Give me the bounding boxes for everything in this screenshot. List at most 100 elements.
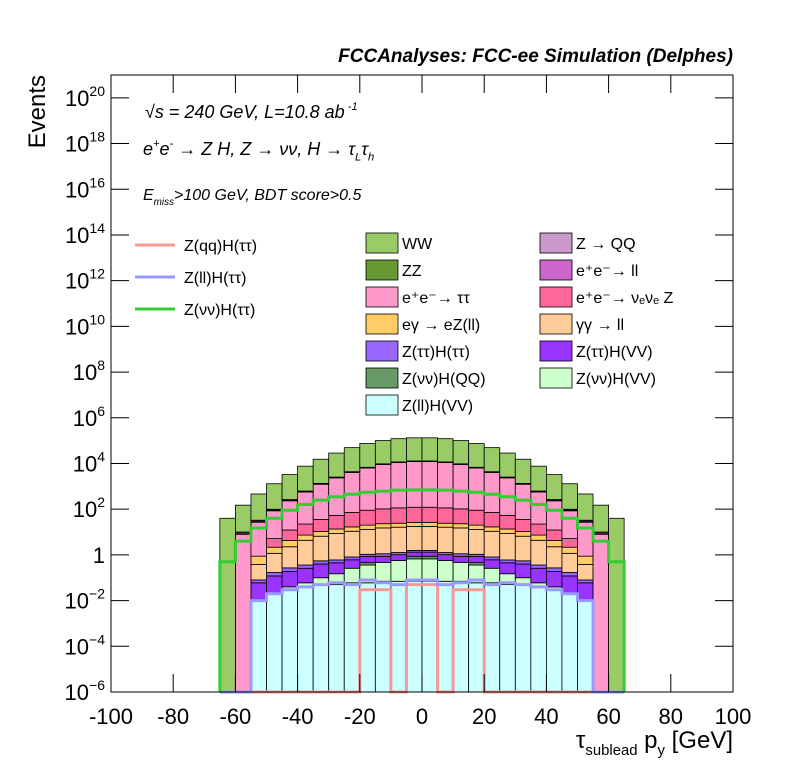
y-tick-label: 10−4 [65, 631, 106, 659]
tick-exponent: 8 [97, 357, 105, 373]
stack-bar [483, 526, 501, 532]
stack-bar [561, 546, 578, 554]
legend-swatch [539, 367, 573, 389]
stack-bar [374, 508, 392, 525]
legend-swatch [539, 313, 573, 335]
stack-bar [359, 528, 376, 555]
legend-label: e⁺e⁻→ νₑνₑ Z [576, 290, 673, 307]
stack-bar [343, 559, 361, 569]
stack-bar [406, 580, 423, 693]
x-tick-label: -60 [220, 704, 252, 729]
stack-bar [266, 510, 283, 539]
stack-bar [374, 580, 392, 693]
text-segment: p [638, 727, 658, 754]
stack-bar [437, 522, 454, 528]
stack-bar [437, 438, 454, 463]
text-segment: → Z H, Z → νν, H → τ [173, 139, 356, 159]
stack-bar [281, 589, 298, 693]
stack-bar [390, 462, 407, 509]
stack-bar [266, 483, 283, 510]
tick-exponent: 18 [89, 129, 105, 145]
stack-bar [390, 526, 407, 553]
stack-bar [499, 514, 516, 530]
annotation: e+e- → Z H, Z → νν, H → τLτh [143, 138, 374, 164]
stack-bar [530, 465, 547, 492]
text-segment: y [658, 743, 666, 759]
stack-bar [390, 438, 407, 463]
y-tick-label: 10−2 [65, 586, 106, 614]
tick-exponent: −6 [89, 677, 105, 693]
stack-bar [499, 528, 516, 534]
legend-swatch [539, 232, 573, 254]
text-segment: τ [361, 139, 369, 159]
legend-label: Z(νν)H(ττ) [184, 302, 255, 319]
stack-bar [421, 437, 438, 462]
legend-label: γγ → ll [576, 317, 624, 334]
text-segment: -1 [345, 101, 358, 113]
stack-bar [514, 483, 532, 520]
stack-bar [468, 467, 485, 511]
stack-bar [608, 517, 625, 693]
stack-bar [312, 519, 330, 532]
stack-bar [499, 584, 516, 693]
stack-bar [452, 561, 470, 582]
stack-bar [530, 564, 547, 569]
stack-bar [234, 533, 252, 693]
legend-swatch [365, 394, 399, 416]
stack-bar [437, 580, 454, 693]
stack-bar [374, 555, 392, 563]
stack-bar [297, 567, 314, 584]
tick-base: 1 [93, 543, 105, 568]
stack-bar [281, 500, 298, 531]
stack-bar [359, 555, 376, 563]
stack-bar [577, 582, 594, 601]
tick-exponent: 10 [89, 311, 105, 327]
text-segment: e [143, 139, 153, 159]
stack-bar [514, 519, 532, 532]
text-segment: sublead [585, 743, 637, 759]
legend-swatch [539, 340, 573, 362]
stack-bar [312, 531, 330, 537]
tick-exponent: 2 [97, 494, 105, 510]
tick-base: 10 [65, 177, 89, 202]
legend-label: Z(ττ)H(VV) [576, 344, 653, 361]
stack-bar [592, 504, 609, 533]
stack-bar [250, 582, 267, 601]
text-segment: [GeV] [665, 727, 733, 754]
text-segment: L [355, 151, 361, 163]
stack-bar [561, 572, 578, 577]
stack-bar [312, 483, 330, 520]
stack-bar [406, 521, 423, 527]
legend-swatch [539, 259, 573, 281]
stack-bar [561, 538, 578, 548]
text-segment: e [160, 139, 170, 159]
y-tick-label: 108 [73, 357, 105, 385]
stack-bar [234, 504, 252, 533]
stack-bar [281, 474, 298, 500]
stack-bar [421, 521, 438, 527]
stack-bar [312, 563, 330, 579]
stack-bar [343, 526, 361, 532]
stack-bar [359, 524, 376, 530]
stack-bar [359, 467, 376, 511]
stack-bar [328, 452, 345, 478]
stack-bar [577, 493, 594, 521]
legend-swatch [365, 259, 399, 281]
legend-label: Z → QQ [576, 236, 636, 253]
stack-bar [577, 555, 594, 565]
chart-title: FCCAnalyses: FCC-ee Simulation (Delphes) [338, 46, 733, 67]
legend-label: ZZ [402, 263, 422, 280]
stack-bar [452, 464, 470, 510]
y-tick-label: 102 [73, 494, 105, 522]
stack-bar [312, 458, 330, 484]
stack-bar [437, 507, 454, 524]
stack-bar [452, 440, 470, 465]
stack-bar [499, 562, 516, 575]
stack-bar [546, 570, 563, 588]
x-tick-label: 60 [596, 704, 620, 729]
stack-bar [250, 493, 267, 521]
stack-bar [297, 586, 314, 693]
stack-bar [452, 508, 470, 525]
legend-label: e⁺e⁻→ ττ [402, 290, 470, 307]
